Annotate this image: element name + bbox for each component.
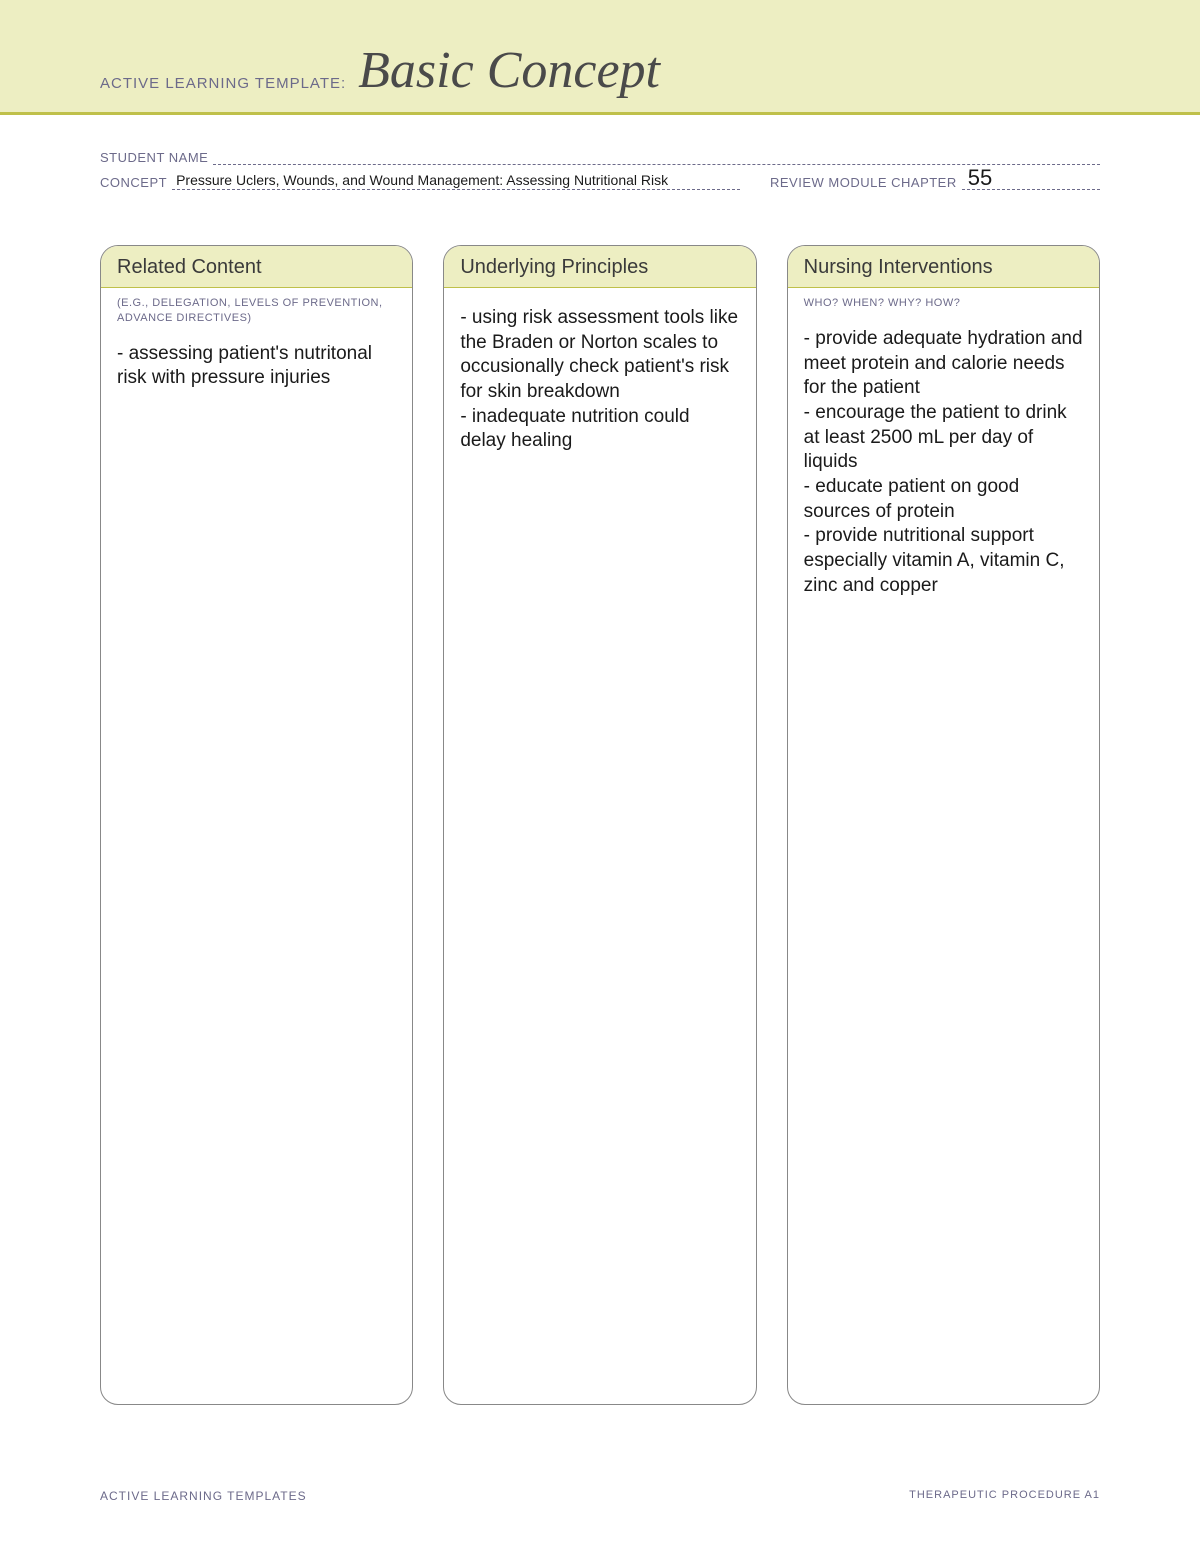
student-line xyxy=(213,151,1100,165)
card-underlying-principles: Underlying Principles - using risk asses… xyxy=(443,245,756,1405)
card-title: Nursing Interventions xyxy=(788,246,1099,288)
header-band: ACTIVE LEARNING TEMPLATE: Basic Concept xyxy=(0,0,1200,115)
card-sub: (E.G., DELEGATION, LEVELS OF PREVENTION,… xyxy=(101,288,412,330)
student-label: STUDENT NAME xyxy=(100,150,208,165)
card-title: Underlying Principles xyxy=(444,246,755,288)
card-body: - assessing patient's nutritonal risk wi… xyxy=(101,330,412,403)
card-sub: WHO? WHEN? WHY? HOW? xyxy=(788,288,1099,315)
concept-label: CONCEPT xyxy=(100,175,167,190)
meta-block: STUDENT NAME CONCEPT Pressure Uclers, Wo… xyxy=(0,115,1200,190)
columns: Related Content (E.G., DELEGATION, LEVEL… xyxy=(0,200,1200,1405)
chapter-label: REVIEW MODULE CHAPTER xyxy=(770,175,957,190)
footer-left: ACTIVE LEARNING TEMPLATES xyxy=(100,1489,307,1503)
card-related-content: Related Content (E.G., DELEGATION, LEVEL… xyxy=(100,245,413,1405)
student-row: STUDENT NAME xyxy=(100,150,1100,165)
concept-line: Pressure Uclers, Wounds, and Wound Manag… xyxy=(172,176,740,190)
footer: ACTIVE LEARNING TEMPLATES THERAPEUTIC PR… xyxy=(100,1489,1100,1503)
concept-value: Pressure Uclers, Wounds, and Wound Manag… xyxy=(176,172,668,188)
footer-right: THERAPEUTIC PROCEDURE A1 xyxy=(909,1489,1100,1503)
card-body: - using risk assessment tools like the B… xyxy=(444,288,755,466)
header-title: Basic Concept xyxy=(358,41,660,100)
header-prefix: ACTIVE LEARNING TEMPLATE: xyxy=(100,75,346,92)
card-body: - provide adequate hydration and meet pr… xyxy=(788,315,1099,611)
chapter-line: 55 xyxy=(962,176,1100,190)
chapter-value: 55 xyxy=(968,165,992,191)
card-nursing-interventions: Nursing Interventions WHO? WHEN? WHY? HO… xyxy=(787,245,1100,1405)
concept-row: CONCEPT Pressure Uclers, Wounds, and Wou… xyxy=(100,175,1100,190)
card-title: Related Content xyxy=(101,246,412,288)
